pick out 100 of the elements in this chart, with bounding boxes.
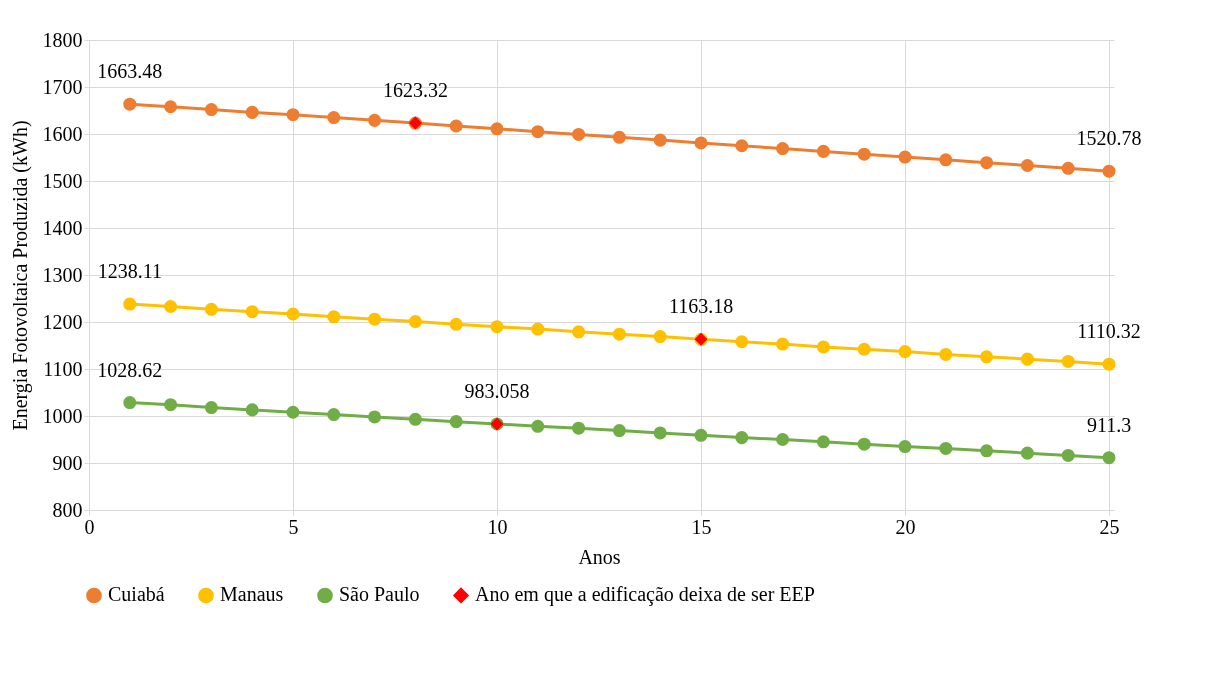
point	[123, 297, 137, 311]
y-tick-label: 1200	[42, 310, 83, 333]
point	[653, 330, 667, 344]
point	[531, 125, 545, 139]
y-tick-label: 1400	[42, 216, 83, 239]
x-axis-title: Anos	[578, 545, 621, 568]
point	[327, 408, 341, 422]
point	[286, 405, 300, 419]
legend-label: São Paulo	[339, 583, 420, 606]
y-tick-label: 1000	[42, 404, 83, 427]
point	[327, 111, 341, 125]
x-tick-label: 0	[84, 515, 95, 538]
data-label: 1028.62	[97, 358, 163, 381]
point	[572, 421, 586, 435]
point	[531, 419, 545, 433]
data-label: 1163.18	[668, 295, 734, 318]
point	[490, 320, 504, 334]
data-label: 1110.32	[1077, 320, 1141, 343]
point	[123, 97, 137, 111]
x-tick-label: 25	[1099, 515, 1120, 538]
point	[1061, 161, 1075, 175]
point	[857, 342, 871, 356]
point	[1020, 446, 1034, 460]
point	[939, 347, 953, 361]
point	[490, 122, 504, 136]
point	[694, 428, 708, 442]
point	[816, 435, 830, 449]
y-tick-label: 800	[52, 498, 83, 521]
point	[572, 127, 586, 141]
legend-label: Ano em que a edificação deixa de ser EEP	[475, 583, 815, 607]
point	[449, 119, 463, 133]
y-tick-label: 1800	[42, 28, 83, 51]
point	[694, 136, 708, 150]
point	[1102, 357, 1116, 371]
y-tick-label: 1300	[42, 263, 83, 286]
point	[1102, 451, 1116, 465]
point	[204, 401, 218, 415]
y-tick-label: 1500	[42, 169, 83, 192]
legend-label: Manaus	[220, 583, 284, 606]
legend-label: Cuiabá	[108, 583, 165, 606]
point	[164, 100, 178, 114]
point	[776, 432, 790, 447]
point	[1020, 352, 1034, 366]
y-axis-title: Energia Fotovoltaica Produzida (kWh)	[8, 120, 32, 431]
data-label: 911.3	[1086, 413, 1132, 436]
point	[408, 412, 422, 426]
point	[653, 133, 667, 147]
x-tick-label: 5	[288, 515, 299, 538]
point	[816, 144, 830, 158]
data-label: 1663.48	[97, 60, 163, 83]
y-tick-label: 1700	[42, 75, 83, 98]
point	[776, 337, 790, 351]
y-tick-label: 1100	[43, 357, 83, 380]
point	[939, 153, 953, 167]
point	[368, 312, 382, 326]
point	[735, 431, 749, 445]
point	[653, 426, 667, 440]
point	[245, 403, 259, 417]
point	[612, 424, 626, 438]
point	[857, 147, 871, 161]
data-label: 1520.78	[1076, 127, 1142, 150]
point	[123, 396, 137, 410]
point	[980, 444, 994, 458]
point	[286, 108, 300, 122]
data-label: 1623.32	[382, 79, 448, 102]
point	[245, 305, 259, 319]
point	[816, 340, 830, 354]
data-label: 1238.11	[97, 260, 162, 283]
point	[531, 322, 545, 336]
point	[735, 335, 749, 349]
point	[245, 105, 259, 119]
point	[164, 299, 178, 313]
point	[327, 310, 341, 324]
point	[980, 350, 994, 364]
data-label: 983.058	[464, 379, 530, 402]
point	[204, 103, 218, 117]
point	[612, 327, 626, 341]
point	[980, 156, 994, 170]
point	[898, 150, 912, 164]
x-tick-label: 20	[895, 515, 916, 538]
y-tick-label: 900	[52, 451, 83, 474]
point	[408, 315, 422, 329]
point	[898, 440, 912, 454]
point	[1061, 448, 1075, 462]
point	[939, 441, 953, 455]
point	[449, 317, 463, 331]
point	[368, 410, 382, 424]
point	[1061, 354, 1075, 368]
point	[735, 139, 749, 153]
point	[612, 130, 626, 144]
point	[368, 113, 382, 127]
point	[449, 415, 463, 429]
point	[857, 437, 871, 451]
x-tick-label: 10	[487, 515, 508, 538]
point	[1102, 164, 1116, 178]
point	[898, 345, 912, 359]
y-tick-label: 1600	[42, 122, 83, 145]
point	[776, 142, 790, 156]
point	[1020, 158, 1034, 172]
point	[164, 398, 178, 412]
